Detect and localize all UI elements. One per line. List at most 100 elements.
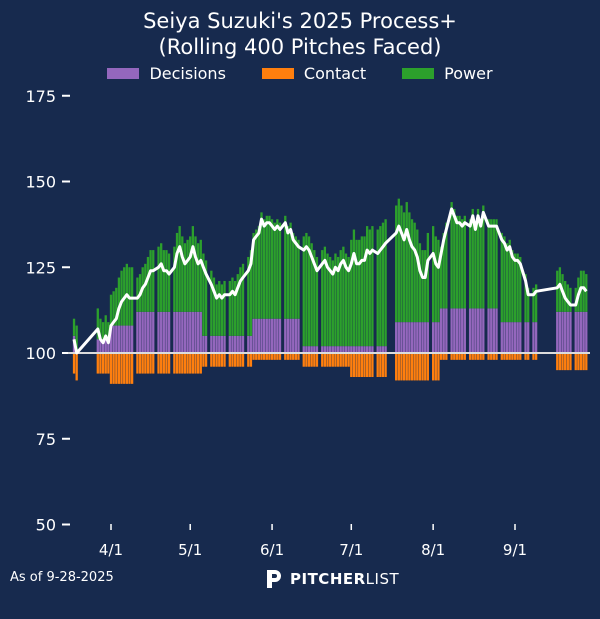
bar-power bbox=[336, 256, 340, 347]
bar-contact bbox=[167, 353, 171, 374]
bar-contact bbox=[199, 353, 202, 374]
bar-power bbox=[358, 239, 361, 347]
bar-power bbox=[255, 229, 258, 319]
bar-decisions bbox=[397, 322, 400, 353]
bar-contact bbox=[157, 353, 160, 374]
bar-contact bbox=[505, 353, 509, 360]
bar-decisions bbox=[112, 325, 115, 353]
bar-contact bbox=[577, 353, 580, 371]
bar-power bbox=[302, 236, 305, 347]
bar-decisions bbox=[326, 346, 329, 353]
y-tick-label: 75 bbox=[36, 430, 56, 449]
bar-contact bbox=[231, 353, 234, 367]
bar-power bbox=[410, 219, 414, 323]
bar-decisions bbox=[416, 322, 419, 353]
bar-decisions bbox=[210, 335, 213, 353]
bar-contact bbox=[289, 353, 292, 360]
bar-power bbox=[152, 250, 155, 312]
bar-decisions bbox=[278, 318, 282, 353]
bar-contact bbox=[582, 353, 585, 371]
bar-power bbox=[321, 250, 324, 347]
legend-item-contact: Contact bbox=[261, 64, 366, 83]
bar-power bbox=[569, 287, 572, 312]
bar-decisions bbox=[270, 318, 274, 353]
bar-contact bbox=[146, 353, 150, 374]
bar-decisions bbox=[162, 311, 165, 353]
bar-decisions bbox=[395, 322, 398, 353]
bar-decisions bbox=[165, 311, 168, 353]
bar-power bbox=[585, 274, 588, 312]
bar-contact bbox=[191, 353, 195, 374]
bar-contact bbox=[220, 353, 224, 367]
bar-power bbox=[136, 277, 139, 312]
bar-decisions bbox=[350, 346, 353, 353]
bar-decisions bbox=[445, 308, 448, 353]
bar-contact bbox=[492, 353, 496, 360]
bar-power bbox=[228, 280, 231, 336]
bar-decisions bbox=[286, 318, 290, 353]
legend-label-decisions: Decisions bbox=[149, 64, 226, 83]
bar-decisions bbox=[556, 311, 559, 353]
bar-contact bbox=[313, 353, 316, 367]
bar-contact bbox=[434, 353, 437, 381]
bar-decisions bbox=[519, 322, 522, 353]
bar-decisions bbox=[284, 318, 287, 353]
bar-contact bbox=[347, 353, 350, 367]
bar-decisions bbox=[463, 308, 466, 353]
bar-decisions bbox=[482, 308, 485, 353]
bar-contact bbox=[519, 353, 522, 360]
bar-power bbox=[257, 226, 261, 319]
bar-power bbox=[397, 198, 400, 323]
bar-power bbox=[434, 236, 437, 323]
bar-contact bbox=[479, 353, 482, 360]
bar-contact bbox=[405, 353, 408, 381]
bar-power bbox=[334, 253, 337, 347]
bar-decisions bbox=[186, 311, 189, 353]
bar-power bbox=[202, 253, 205, 336]
bar-decisions bbox=[424, 322, 427, 353]
bar-power bbox=[101, 322, 105, 340]
legend-item-decisions: Decisions bbox=[107, 64, 226, 83]
bar-contact bbox=[270, 353, 274, 360]
bar-decisions bbox=[236, 335, 239, 353]
bar-contact bbox=[413, 353, 416, 381]
bar-decisions bbox=[431, 322, 435, 353]
bar-contact bbox=[189, 353, 192, 374]
bar-contact bbox=[302, 353, 305, 367]
bar-decisions bbox=[468, 308, 472, 353]
bar-contact bbox=[212, 353, 216, 367]
bar-contact bbox=[442, 353, 445, 360]
bar-decisions bbox=[302, 346, 305, 353]
bar-power bbox=[360, 236, 363, 347]
bar-power bbox=[511, 250, 514, 323]
bar-contact bbox=[178, 353, 181, 374]
bar-power bbox=[146, 256, 150, 312]
bar-contact bbox=[421, 353, 424, 381]
bar-power bbox=[331, 260, 334, 347]
bar-power bbox=[326, 253, 329, 347]
bar-power bbox=[191, 226, 195, 312]
y-tick-label: 150 bbox=[25, 173, 56, 192]
bar-power bbox=[236, 274, 239, 336]
bar-contact bbox=[363, 353, 366, 378]
bar-decisions bbox=[294, 318, 297, 353]
bar-power bbox=[471, 208, 474, 309]
bar-contact bbox=[365, 353, 369, 378]
bar-contact bbox=[416, 353, 419, 381]
bar-contact bbox=[410, 353, 414, 381]
bar-contact bbox=[265, 353, 268, 360]
bar-power bbox=[519, 256, 522, 323]
bar-power bbox=[476, 208, 480, 309]
bar-power bbox=[400, 205, 403, 323]
bar-decisions bbox=[252, 318, 255, 353]
bar-decisions bbox=[471, 308, 474, 353]
x-tick-label: 5/1 bbox=[178, 541, 202, 559]
x-tick-label: 4/1 bbox=[99, 541, 123, 559]
legend-label-power: Power bbox=[444, 64, 493, 83]
bar-decisions bbox=[434, 322, 437, 353]
bar-contact bbox=[574, 353, 577, 371]
bar-power bbox=[329, 256, 332, 347]
power-swatch bbox=[402, 68, 435, 79]
bar-decisions bbox=[109, 325, 113, 353]
bar-power bbox=[315, 256, 319, 347]
